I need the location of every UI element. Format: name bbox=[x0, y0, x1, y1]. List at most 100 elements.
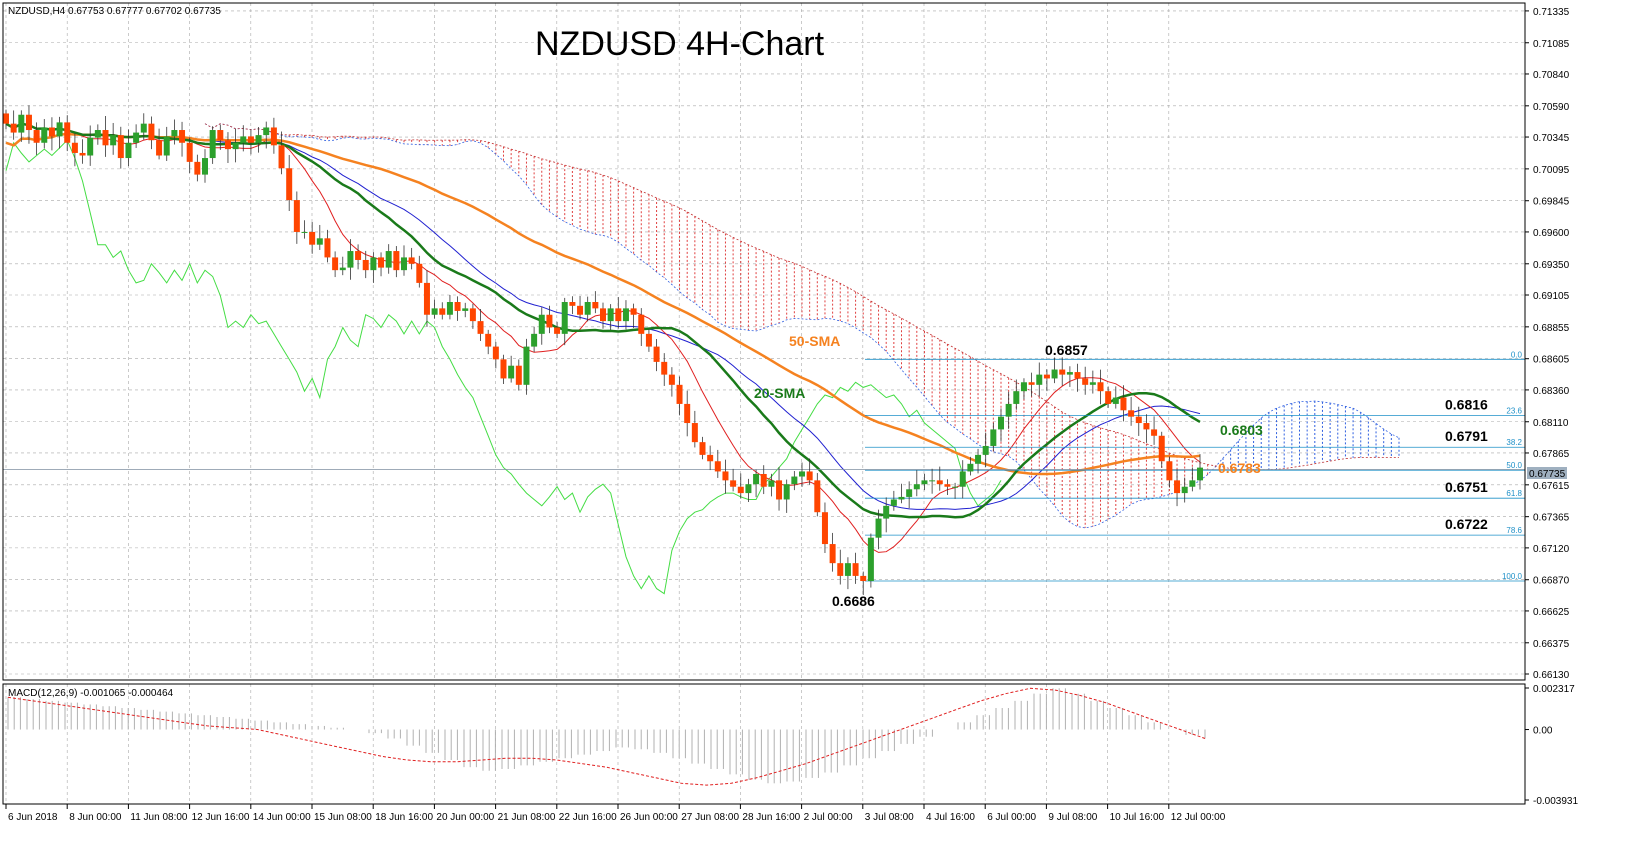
price-tick-label: 0.67365 bbox=[1533, 513, 1570, 524]
candle-body bbox=[48, 127, 55, 137]
candle-body bbox=[1166, 461, 1173, 481]
candle-body bbox=[355, 251, 362, 260]
candle-body bbox=[469, 308, 476, 322]
candle-body bbox=[439, 308, 446, 315]
candle-body bbox=[378, 257, 385, 268]
candle-body bbox=[944, 484, 951, 487]
time-tick-label: 26 Jun 00:00 bbox=[620, 812, 678, 823]
candle-body bbox=[87, 137, 94, 156]
candle-body bbox=[814, 480, 821, 513]
fib-level-label: 0.6816 bbox=[1445, 396, 1488, 412]
candle-body bbox=[462, 308, 469, 311]
candle-body bbox=[867, 537, 874, 582]
candle-body bbox=[523, 346, 530, 385]
candle-body bbox=[301, 231, 308, 233]
candle-body bbox=[240, 136, 247, 143]
candle-body bbox=[1128, 410, 1135, 417]
candle-body bbox=[799, 471, 805, 477]
candle-body bbox=[1043, 374, 1050, 379]
candle-body bbox=[1005, 403, 1012, 417]
candle-body bbox=[638, 314, 645, 334]
candle-body bbox=[975, 454, 982, 464]
candle-body bbox=[592, 302, 599, 309]
candle-body bbox=[117, 135, 124, 159]
time-tick-label: 18 Jun 16:00 bbox=[375, 812, 433, 823]
candle-body bbox=[615, 308, 622, 322]
candle-body bbox=[691, 423, 698, 443]
candle-body bbox=[1181, 486, 1188, 494]
candle-body bbox=[1120, 397, 1127, 411]
candle-body bbox=[745, 484, 752, 494]
candle-body bbox=[232, 142, 239, 150]
candle-body bbox=[431, 308, 438, 315]
macd-header: MACD(12,26,9) -0.001065 -0.000464 bbox=[8, 688, 174, 699]
price-tick-label: 0.69350 bbox=[1533, 260, 1570, 271]
price-tick-label: 0.66375 bbox=[1533, 639, 1570, 650]
candle-body bbox=[1036, 374, 1043, 385]
candle-body bbox=[110, 135, 117, 146]
candle-body bbox=[538, 314, 545, 334]
macd-panel bbox=[7, 687, 1206, 786]
candle-body bbox=[1074, 372, 1081, 379]
candle-body bbox=[554, 327, 561, 334]
candle-body bbox=[423, 282, 430, 315]
price-tick-label: 0.70095 bbox=[1533, 165, 1570, 176]
candle-body bbox=[707, 454, 714, 462]
fib-level-pct: 100.0 bbox=[1502, 572, 1523, 581]
candle-body bbox=[255, 135, 262, 143]
candle-body bbox=[776, 480, 783, 500]
time-tick-label: 4 Jul 16:00 bbox=[926, 812, 975, 823]
candle-body bbox=[1189, 480, 1196, 487]
time-tick-label: 12 Jul 00:00 bbox=[1171, 812, 1226, 823]
candle-body bbox=[936, 480, 943, 485]
candle-body bbox=[332, 257, 339, 271]
candle-body bbox=[600, 308, 606, 322]
candle-body bbox=[990, 429, 997, 446]
time-axis: 6 Jun 2018 8 Jun 00:00 11 Jun 08:00 12 Jun … bbox=[5, 804, 1226, 823]
candle-body bbox=[10, 123, 17, 133]
candle-body bbox=[760, 473, 767, 487]
price-tick-label: 0.66870 bbox=[1533, 576, 1570, 587]
candle-body bbox=[64, 122, 71, 143]
candle-body bbox=[875, 518, 882, 538]
fib-level-pct: 38.2 bbox=[1506, 438, 1522, 447]
candle-body bbox=[1013, 391, 1020, 404]
candle-body bbox=[829, 544, 836, 564]
candle-body bbox=[714, 461, 721, 472]
price-tick-label: 0.66625 bbox=[1533, 607, 1570, 618]
candle-body bbox=[898, 496, 905, 500]
candle-body bbox=[837, 563, 844, 576]
candle-body bbox=[385, 251, 392, 268]
candle-body bbox=[561, 302, 568, 334]
candle-body bbox=[753, 473, 760, 485]
candle-body bbox=[163, 136, 170, 156]
sma50-label: 50-SMA bbox=[789, 333, 840, 349]
candle-body bbox=[79, 152, 86, 156]
candlesticks bbox=[3, 105, 1203, 595]
candle-body bbox=[1082, 378, 1089, 385]
candle-body bbox=[676, 384, 683, 404]
time-tick-label: 28 Jun 16:00 bbox=[742, 812, 800, 823]
candle-body bbox=[546, 314, 553, 328]
candle-body bbox=[967, 463, 974, 472]
fib-level-pct: 23.6 bbox=[1506, 406, 1522, 415]
time-tick-label: 12 Jun 16:00 bbox=[192, 812, 250, 823]
macd-tick-label: 0.00 bbox=[1533, 726, 1553, 737]
candle-body bbox=[171, 130, 178, 137]
sma-50-line bbox=[5, 132, 1201, 476]
fib-level-label: 0.6791 bbox=[1445, 428, 1488, 444]
candle-body bbox=[446, 302, 453, 315]
candle-body bbox=[148, 123, 155, 141]
candle-body bbox=[1174, 480, 1181, 494]
time-tick-label: 8 Jun 00:00 bbox=[69, 812, 122, 823]
candle-body bbox=[668, 374, 675, 385]
candle-body bbox=[737, 486, 744, 494]
candle-body bbox=[500, 359, 507, 379]
time-tick-label: 11 Jun 08:00 bbox=[130, 812, 188, 823]
candle-body bbox=[515, 365, 522, 385]
candle-body bbox=[929, 480, 936, 482]
candle-body bbox=[1066, 372, 1073, 375]
candle-body bbox=[1028, 382, 1035, 385]
candle-body bbox=[913, 484, 920, 490]
